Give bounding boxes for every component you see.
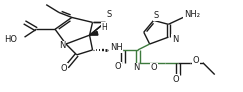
Text: O: O [61, 64, 67, 73]
Text: H: H [102, 23, 107, 32]
Text: N: N [133, 63, 139, 72]
Text: NH₂: NH₂ [184, 10, 200, 19]
Text: N: N [172, 35, 178, 44]
Text: O: O [193, 56, 199, 65]
Text: O: O [173, 75, 180, 84]
Text: N: N [59, 41, 65, 51]
Text: S: S [107, 10, 112, 19]
Polygon shape [90, 31, 98, 35]
Text: O: O [150, 63, 157, 72]
Text: S: S [154, 11, 159, 20]
Text: O: O [115, 62, 122, 71]
Text: NH: NH [110, 43, 122, 52]
Text: HO: HO [4, 35, 17, 44]
